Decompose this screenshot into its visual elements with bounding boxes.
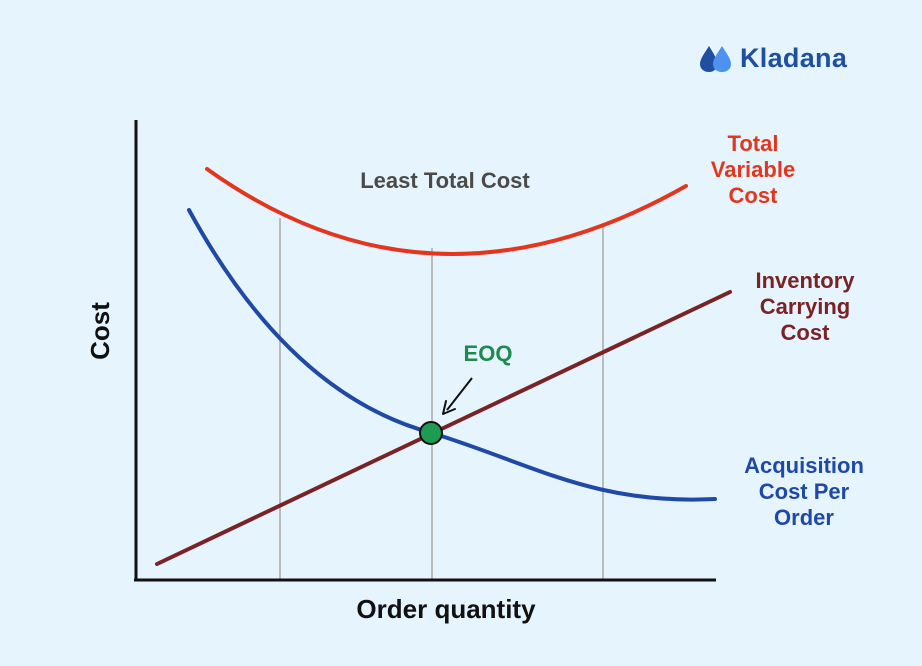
eoq-point xyxy=(419,421,443,445)
series-total-variable-cost xyxy=(205,167,688,256)
kladana-logo: Kladana xyxy=(698,42,847,74)
series-label-total-variable-cost: Total Variable Cost xyxy=(683,131,823,209)
series-label-line: Total xyxy=(727,131,779,156)
series-label-line: Cost Per xyxy=(758,479,850,504)
annotation-least-total-cost: Least Total Cost xyxy=(360,168,530,193)
series-inventory-carrying-cost xyxy=(155,290,732,566)
series-label-line: Order xyxy=(774,505,834,530)
series-label-line: Variable xyxy=(710,157,796,182)
series-label-line: Carrying xyxy=(759,294,851,319)
series-label-line: Acquisition xyxy=(744,453,864,478)
eoq-label: EOQ xyxy=(463,341,513,366)
series-label-line: Cost xyxy=(780,320,830,345)
series-label-line: Inventory xyxy=(755,268,855,293)
series-label-inventory-carrying-cost: Inventory Carrying Cost xyxy=(730,268,880,346)
eoq-arrow xyxy=(446,377,473,411)
series-label-line: Cost xyxy=(728,183,778,208)
series-label-acquisition-cost-per-order: Acquisition Cost Per Order xyxy=(726,453,882,531)
eoq-arrowhead xyxy=(442,400,456,415)
logo-drops-icon xyxy=(700,46,731,72)
x-axis-title: Order quantity xyxy=(356,594,536,624)
logo-text: Kladana xyxy=(740,42,848,73)
y-axis-title: Cost xyxy=(85,302,115,360)
